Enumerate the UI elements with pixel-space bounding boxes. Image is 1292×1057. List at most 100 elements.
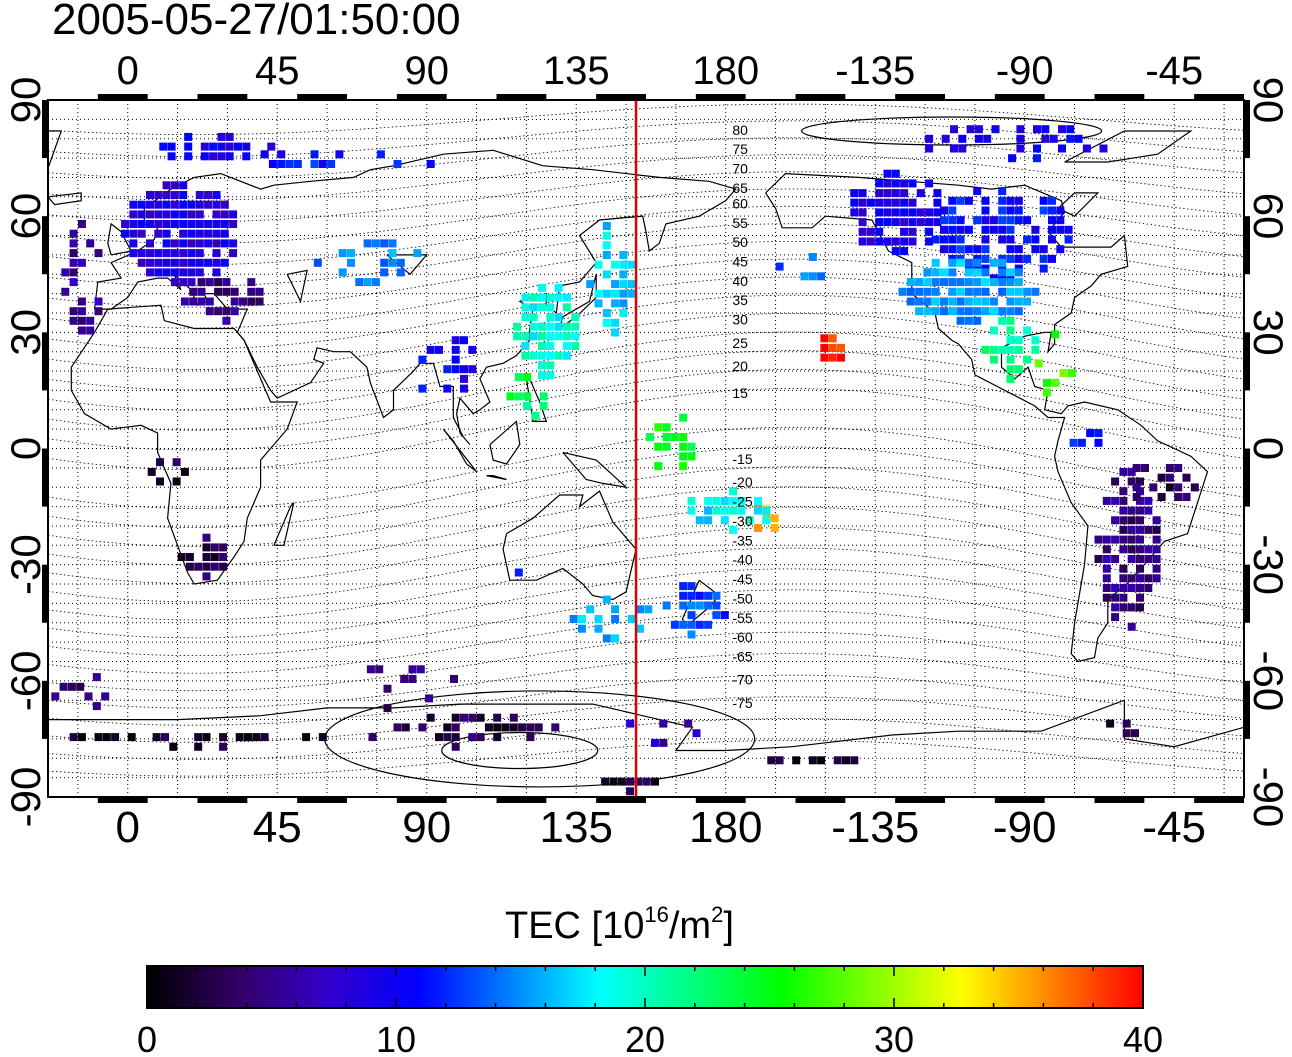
tec-cell — [964, 225, 973, 234]
tec-cell — [1014, 216, 1023, 225]
lon-tick-label-top: -45 — [1145, 49, 1203, 93]
tec-cell — [162, 258, 171, 267]
tec-cell — [679, 413, 688, 422]
tec-cell — [546, 322, 555, 331]
tec-cell — [426, 345, 435, 354]
tec-cell — [460, 374, 468, 383]
tec-cell — [418, 384, 427, 393]
tec-cell — [335, 150, 344, 159]
frame-bar-bottom — [1094, 797, 1145, 803]
contour-line — [48, 466, 1244, 547]
tec-cell — [571, 322, 580, 331]
tec-cell — [451, 355, 460, 364]
frame-bar-right — [1244, 216, 1250, 275]
tec-cell — [195, 268, 204, 277]
contour-label: -45 — [732, 571, 752, 587]
tec-cell — [891, 218, 900, 227]
tec-cell — [179, 258, 188, 267]
tec-cell — [659, 719, 668, 728]
tec-cell — [156, 458, 164, 467]
tec-cell — [451, 742, 460, 751]
tec-cell — [1165, 473, 1174, 482]
contour-label: 15 — [732, 385, 748, 401]
tec-cell — [230, 297, 239, 306]
tec-cell — [187, 229, 196, 238]
tec-cell — [77, 316, 86, 325]
tec-cell — [443, 733, 452, 742]
tec-cell — [627, 615, 636, 623]
tec-cell — [964, 287, 973, 296]
frame-bar-left — [42, 216, 48, 275]
tec-cell — [539, 402, 548, 410]
tec-cell — [162, 239, 171, 248]
tec-cell — [651, 738, 659, 747]
tec-cell — [546, 342, 555, 350]
tec-cell — [687, 442, 696, 451]
tec-cell — [964, 316, 973, 325]
tec-cell — [619, 270, 628, 279]
tec-cell — [602, 231, 611, 240]
frame-bar-right — [1244, 448, 1250, 507]
tec-cell — [388, 249, 397, 258]
tec-cell — [981, 216, 990, 225]
tec-cell — [720, 506, 729, 515]
tec-cell — [940, 216, 948, 225]
tec-cell — [989, 225, 998, 234]
tec-cell — [875, 208, 884, 217]
tec-cell — [933, 198, 942, 207]
colorbar-title-unit: /m — [668, 905, 712, 947]
tec-cell — [611, 615, 620, 623]
tec-cell — [1034, 359, 1043, 368]
tec-cell — [602, 270, 611, 279]
tec-cell — [998, 196, 1007, 205]
tec-cell — [529, 303, 538, 312]
tec-cell — [204, 200, 213, 209]
tec-cell — [546, 303, 555, 312]
tec-cell — [989, 326, 998, 335]
tec-cell — [518, 723, 527, 732]
tec-cell — [222, 278, 231, 287]
tec-cell — [1006, 254, 1015, 263]
tec-cell — [900, 198, 909, 207]
tec-cell — [1016, 134, 1025, 143]
tec-cell — [1119, 467, 1128, 476]
tec-cell — [767, 756, 776, 765]
tec-cell — [546, 351, 555, 360]
tec-cell — [413, 249, 422, 258]
tec-cell — [989, 307, 998, 316]
tec-cell — [247, 287, 256, 296]
tec-cell — [609, 777, 618, 786]
tec-cell — [1056, 245, 1065, 254]
tec-cell — [162, 200, 171, 209]
tec-cell — [1082, 144, 1091, 153]
tec-cell — [92, 673, 101, 682]
tec-cell — [204, 239, 213, 248]
tec-cell — [1058, 144, 1066, 153]
tec-cell — [212, 229, 221, 238]
tec-cell — [212, 191, 221, 199]
tec-cell — [915, 287, 924, 296]
tec-cell — [285, 160, 294, 168]
tec-cell — [642, 777, 651, 786]
tec-cell — [989, 297, 998, 306]
tec-cell — [973, 258, 982, 267]
tec-cell — [850, 189, 859, 198]
tec-cell — [197, 278, 206, 287]
tec-cell — [940, 235, 948, 244]
tec-cell — [172, 458, 181, 467]
colorbar-tick-label: 10 — [376, 1019, 416, 1057]
tec-cell — [933, 208, 942, 217]
contour-label: -15 — [732, 451, 752, 467]
tec-cell — [1094, 429, 1103, 438]
tec-cell — [1014, 196, 1023, 205]
tec-cell — [84, 692, 93, 701]
tec-cell — [200, 142, 209, 151]
tec-cell — [619, 260, 628, 269]
tec-cell — [162, 220, 171, 228]
tec-cell — [170, 258, 179, 267]
tec-cell — [210, 553, 219, 561]
tec-cell — [981, 245, 990, 254]
coastline — [70, 304, 299, 585]
colorbar-tick-label: 20 — [625, 1019, 665, 1057]
tec-cell — [187, 210, 196, 219]
